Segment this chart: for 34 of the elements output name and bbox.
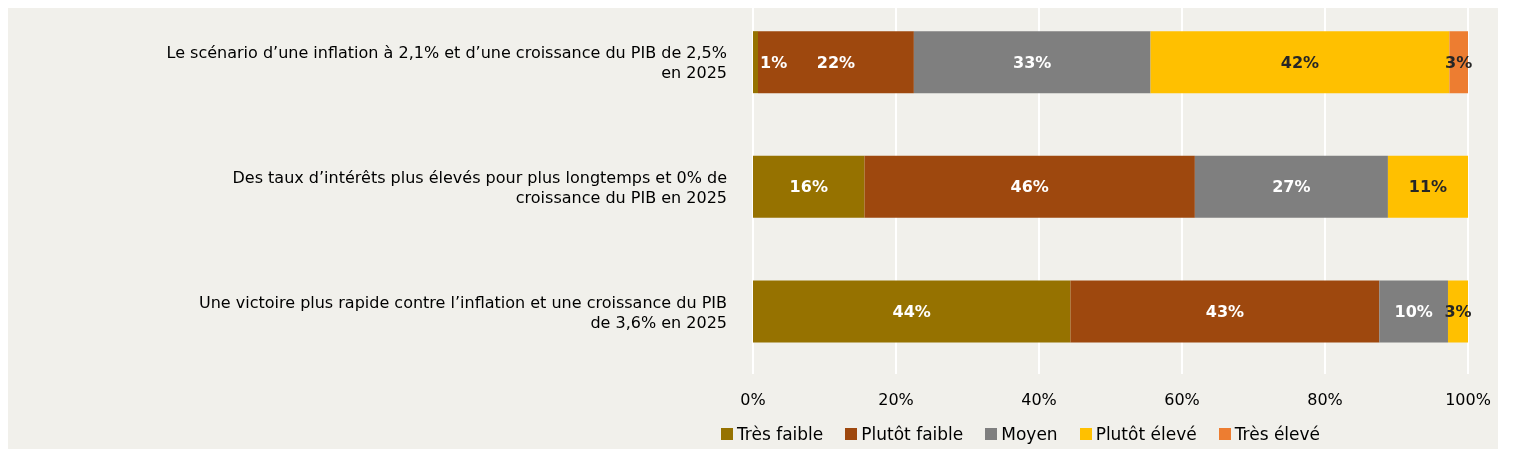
data-label: 16% <box>789 177 828 197</box>
x-tick-label: 0% <box>740 390 766 410</box>
x-tick-label: 60% <box>1164 390 1200 410</box>
legend-label: Plutôt faible <box>861 424 964 444</box>
data-label: 44% <box>892 302 931 321</box>
bar <box>753 31 759 94</box>
y-tick-label: Une victoire plus rapide contre l’inflation et une croissance du PIB de 3,6% en 2025 <box>198 292 727 332</box>
data-label: 33% <box>1013 52 1052 72</box>
x-tick-label: 20% <box>878 390 914 410</box>
x-tick-label: 100% <box>1445 390 1491 410</box>
x-tick-label: 80% <box>1307 390 1343 410</box>
bar <box>758 31 914 94</box>
legend-label: Plutôt élevé <box>1095 424 1197 444</box>
data-label: 1% <box>760 52 788 72</box>
x-tick-label: 40% <box>1021 390 1057 410</box>
data-label: 43% <box>1205 302 1245 321</box>
data-label: 27% <box>1272 177 1311 197</box>
data-label: 22% <box>816 52 856 72</box>
bar <box>753 155 865 218</box>
bar <box>913 31 1151 94</box>
legend-label: Très faible <box>736 424 824 444</box>
data-label: 42% <box>1280 52 1320 72</box>
data-label: 11% <box>1408 177 1448 197</box>
bar <box>1070 280 1380 343</box>
bar <box>864 155 1195 218</box>
legend-label: Très élevé <box>1234 424 1321 444</box>
bar <box>1387 155 1468 218</box>
legend-label: Moyen <box>1001 424 1058 444</box>
bar <box>1194 155 1388 218</box>
bar <box>753 280 1071 343</box>
y-tick-label: Le scénario d’une inflation à 2,1% et d’une croissance du PIB de 2,5% en 2025 <box>166 42 727 82</box>
y-tick-label: Des taux d’intérêts plus élevés pour plus longtemps et 0% de croissance du PIB en 2025 <box>232 167 727 207</box>
data-label: 10% <box>1394 302 1433 321</box>
data-label: 46% <box>1010 177 1049 197</box>
